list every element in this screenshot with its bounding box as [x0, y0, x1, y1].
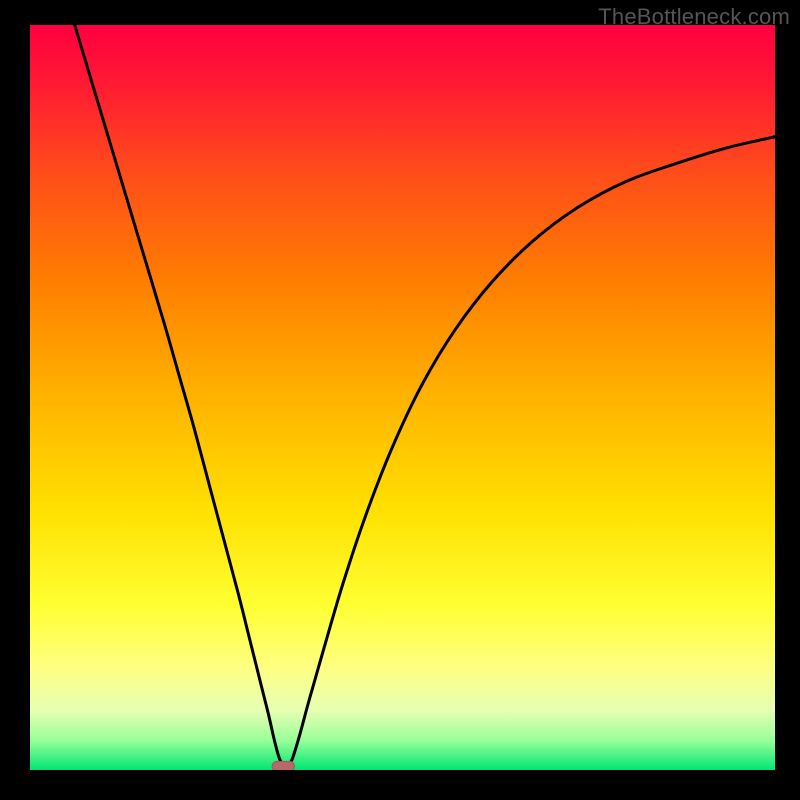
bottleneck-chart-svg	[30, 25, 775, 770]
plot-area	[30, 25, 775, 770]
watermark-text: TheBottleneck.com	[598, 4, 790, 30]
chart-container: TheBottleneck.com	[0, 0, 800, 800]
gradient-background	[30, 25, 775, 770]
optimum-marker	[272, 761, 294, 770]
